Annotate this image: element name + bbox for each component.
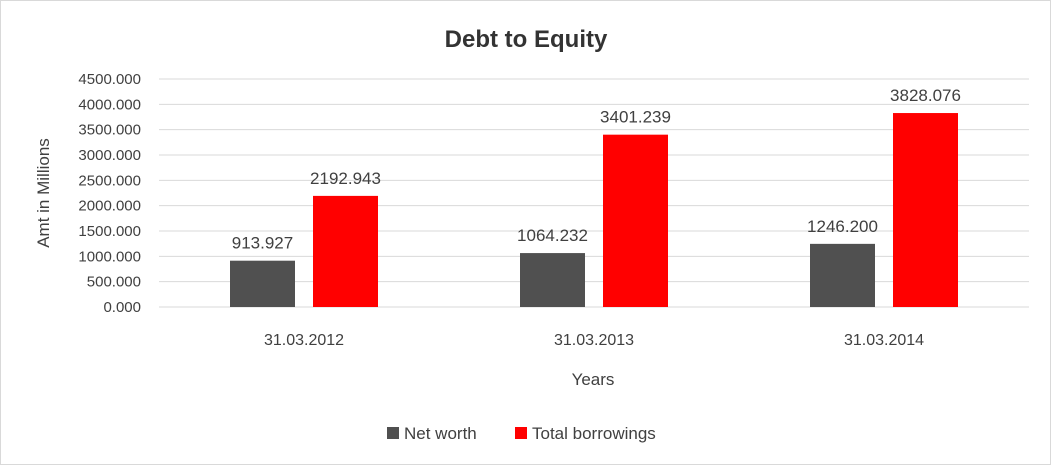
x-axis-label: Years — [572, 370, 615, 389]
bar-net-worth — [810, 243, 875, 307]
gridlines — [159, 78, 1029, 308]
category-labels: 31.03.2012 31.03.2013 31.03.2014 — [264, 332, 924, 349]
bar-total-borrowings — [603, 134, 668, 307]
data-labels: 913.927 2192.943 1064.232 3401.239 1246.200 3… — [232, 86, 961, 253]
y-tick-label: 4000.000 — [78, 96, 141, 113]
y-tick-label: 3500.000 — [78, 122, 141, 139]
y-tick-label: 1000.000 — [78, 248, 141, 265]
y-tick-label: 1500.000 — [78, 223, 141, 240]
y-tick-label: 0.000 — [103, 299, 141, 316]
data-label: 913.927 — [232, 234, 293, 253]
bar-net-worth — [230, 260, 295, 307]
chart-title: Debt to Equity — [445, 26, 608, 53]
y-tick-label: 2000.000 — [78, 198, 141, 215]
legend: Net worth Total borrowings — [387, 424, 656, 443]
legend-label: Total borrowings — [532, 424, 656, 443]
x-category-label: 31.03.2014 — [844, 332, 924, 349]
x-category-label: 31.03.2012 — [264, 332, 344, 349]
data-label: 1246.200 — [807, 217, 878, 236]
y-axis-label: Amt in Millions — [34, 138, 53, 248]
bar-total-borrowings — [893, 113, 958, 307]
y-tick-label: 3000.000 — [78, 147, 141, 164]
data-label: 2192.943 — [310, 169, 381, 188]
data-label: 3828.076 — [890, 86, 961, 105]
data-label: 3401.239 — [600, 108, 671, 127]
y-axis-ticks: 0.000 500.000 1000.000 1500.000 2000.000 2500… — [78, 71, 141, 316]
bar-total-borrowings — [313, 195, 378, 307]
legend-swatch — [515, 427, 527, 439]
x-category-label: 31.03.2013 — [554, 332, 634, 349]
legend-swatch — [387, 427, 399, 439]
bar-net-worth — [520, 253, 585, 307]
data-label: 1064.232 — [517, 226, 588, 245]
y-tick-label: 500.000 — [87, 274, 141, 291]
bars — [230, 113, 958, 307]
y-tick-label: 4500.000 — [78, 71, 141, 88]
legend-label: Net worth — [404, 424, 477, 443]
y-tick-label: 2500.000 — [78, 172, 141, 189]
